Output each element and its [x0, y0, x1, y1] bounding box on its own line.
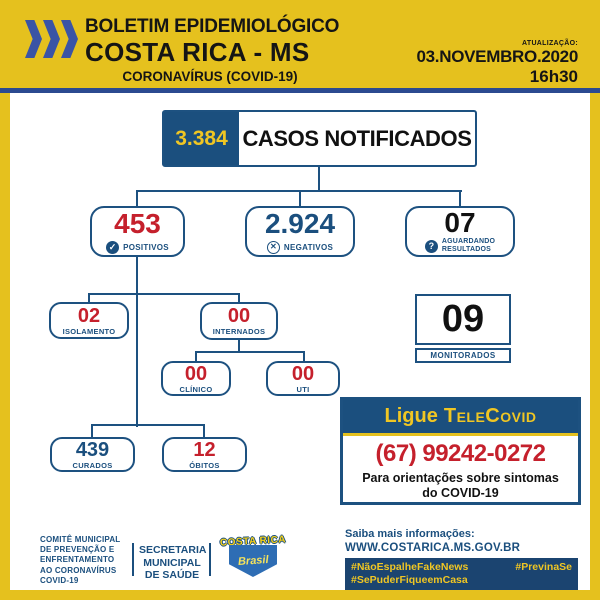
deaths-count: 12 — [193, 438, 216, 461]
connector-line — [238, 293, 240, 304]
subtitle: CORONAVÍRUS (COVID-19) — [122, 69, 298, 84]
telecovid-divider — [343, 433, 578, 436]
hospitalized-box: 00 INTERNADOS — [200, 302, 278, 340]
icu-box: 00 UTI — [266, 361, 340, 396]
connector-line — [195, 351, 197, 363]
negatives-box: 2.924 ✕ NEGATIVOS — [245, 206, 355, 257]
telecovid-title-prefix: Ligue — [384, 405, 438, 427]
connector-line — [136, 190, 138, 208]
clinical-box: 00 CLÍNICO — [161, 361, 231, 396]
connector-line — [318, 165, 320, 192]
isolation-label: ISOLAMENTO — [62, 326, 116, 336]
check-icon: ✓ — [106, 240, 120, 254]
telecovid-phone: (67) 99242-0272 — [375, 440, 546, 467]
connector-line — [88, 293, 90, 304]
icu-label: UTI — [296, 384, 310, 394]
positives-label: POSITIVOS — [123, 242, 169, 252]
logo-shield-icon: Brasil — [229, 545, 277, 577]
hospitalized-count: 00 — [227, 305, 251, 327]
telecovid-description: Para orientações sobre sintomas do COVID… — [362, 471, 559, 500]
website-url: WWW.COSTARICA.MS.GOV.BR — [345, 541, 521, 554]
awaiting-count: 07 — [444, 206, 476, 238]
clinical-label: CLÍNICO — [179, 384, 213, 394]
chevron-right-icon — [25, 20, 42, 58]
deaths-box: 12 ÓBITOS — [162, 437, 247, 472]
chevrons-logo — [25, 20, 78, 58]
logo-subtitle: Brasil — [237, 553, 269, 569]
isolation-count: 02 — [77, 304, 101, 327]
connector-line — [136, 255, 138, 427]
update-date: 03.NOVEMBRO.2020 — [416, 47, 579, 66]
telecovid-box: Ligue TeleCovid (67) 99242-0272 Para ori… — [340, 397, 581, 505]
secretariat-text: SECRETARIA MUNICIPAL DE SAÚDE — [139, 544, 207, 581]
monitored-box: 09 — [415, 294, 511, 345]
connector-line — [91, 424, 205, 426]
hashtag-previnase: #PrevinaSe — [515, 561, 572, 573]
update-time: 16h30 — [529, 67, 578, 86]
x-circle-icon: ✕ — [266, 240, 280, 254]
icu-count: 00 — [291, 362, 315, 385]
connector-line — [238, 338, 240, 352]
connector-line — [459, 190, 461, 208]
recovered-box: 439 CURADOS — [50, 437, 135, 472]
city-title: COSTA RICA - MS — [85, 37, 310, 67]
notified-count: 3.384 — [164, 112, 239, 165]
connector-line — [88, 293, 240, 295]
bulletin-title: BOLETIM EPIDEMIOLÓGICO — [85, 16, 340, 37]
awaiting-label: AGUARDANDO RESULTADOS — [441, 237, 496, 253]
notified-cases-box: 3.384 CASOS NOTIFICADOS — [162, 110, 477, 167]
positives-box: 453 ✓ POSITIVOS — [90, 206, 185, 257]
update-label: ATUALIZAÇÃO: — [522, 40, 578, 47]
more-info-label: Saiba mais informações: — [345, 528, 475, 540]
monitored-label: MONITORADOS — [430, 351, 496, 360]
negatives-count: 2.924 — [264, 207, 336, 239]
positives-count: 453 — [114, 207, 161, 239]
costa-rica-brasil-logo: COSTA RICA Brasil — [214, 534, 292, 577]
monitored-count: 09 — [441, 298, 485, 340]
header-title-block: BOLETIM EPIDEMIOLÓGICO COSTA RICA - MS C… — [85, 16, 340, 84]
header-divider — [0, 88, 600, 93]
deaths-label: ÓBITOS — [189, 460, 220, 470]
connector-line — [195, 351, 305, 353]
connector-line — [203, 424, 205, 439]
awaiting-results-box: 07 ? AGUARDANDO RESULTADOS — [405, 206, 515, 257]
recovered-label: CURADOS — [72, 460, 113, 470]
recovered-count: 439 — [75, 438, 110, 461]
telecovid-header: Ligue TeleCovid — [343, 400, 578, 433]
chevron-right-icon — [61, 20, 78, 58]
monitored-label-box: MONITORADOS — [415, 348, 511, 363]
isolation-box: 02 ISOLAMENTO — [49, 302, 129, 339]
hospitalized-label: INTERNADOS — [212, 327, 266, 336]
hashtag-fiqueemcasa: #SePuderFiqueemCasa — [351, 574, 468, 586]
clinical-count: 00 — [184, 362, 208, 385]
chevron-right-icon — [43, 20, 60, 58]
connector-line — [91, 424, 93, 439]
update-block: ATUALIZAÇÃO: 03.NOVEMBRO.2020 16h30 — [417, 40, 579, 87]
telecovid-title-brand: TeleCovid — [443, 405, 537, 427]
footer-divider — [209, 543, 211, 576]
connector-line — [303, 351, 305, 363]
negatives-label: NEGATIVOS — [283, 242, 334, 252]
connector-line — [299, 190, 301, 208]
committee-text: COMITÊ MUNICIPAL DE PREVENÇÃO E ENFRENTA… — [40, 535, 121, 585]
footer-divider — [132, 543, 134, 576]
question-icon: ? — [424, 239, 438, 253]
notified-label: CASOS NOTIFICADOS — [242, 125, 472, 151]
hashtag-fakenews: #NãoEspalheFakeNews — [351, 561, 469, 573]
more-info-block: Saiba mais informações: WWW.COSTARICA.MS… — [345, 528, 520, 555]
hashtags-box: #NãoEspalheFakeNews #PrevinaSe #SePuderF… — [345, 558, 578, 590]
